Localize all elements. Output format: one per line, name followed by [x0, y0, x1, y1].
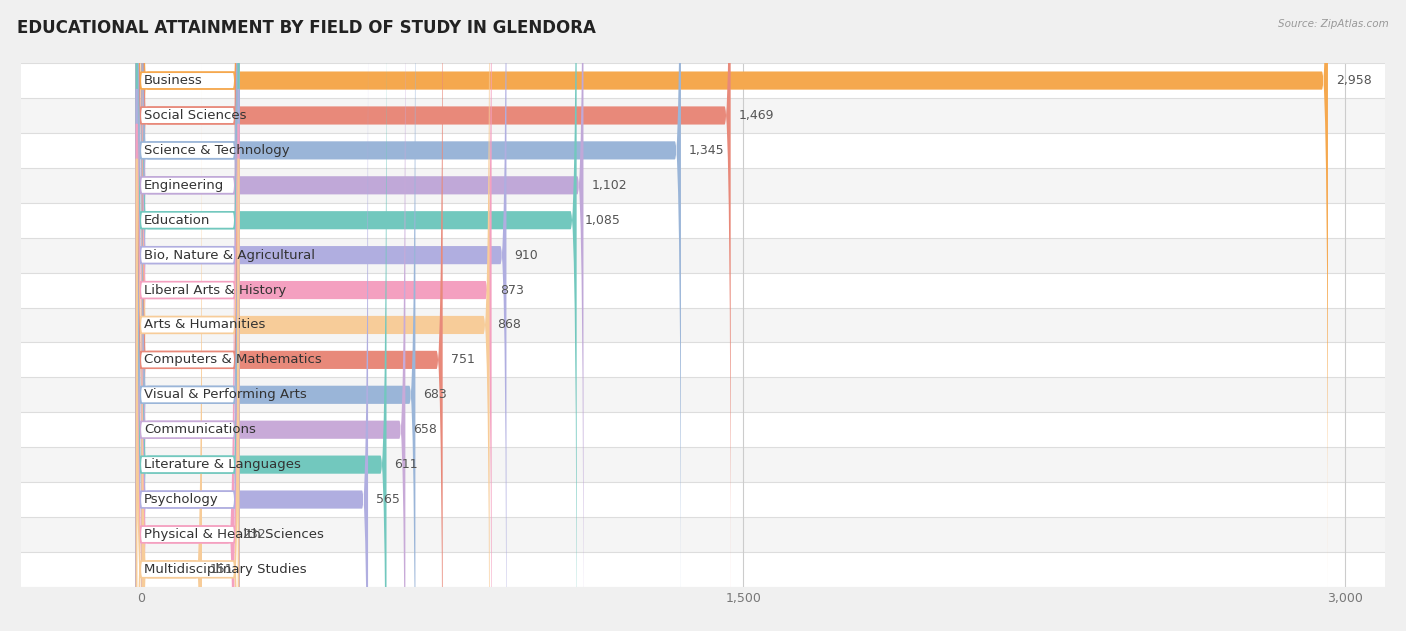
Text: 868: 868	[498, 319, 522, 331]
FancyBboxPatch shape	[136, 0, 239, 491]
Text: 232: 232	[242, 528, 266, 541]
FancyBboxPatch shape	[142, 0, 443, 631]
Text: Multidisciplinary Studies: Multidisciplinary Studies	[143, 563, 307, 576]
FancyBboxPatch shape	[136, 0, 239, 526]
Bar	[21, 412, 1385, 447]
FancyBboxPatch shape	[142, 0, 506, 631]
Bar	[21, 552, 1385, 587]
Text: Literature & Languages: Literature & Languages	[143, 458, 301, 471]
FancyBboxPatch shape	[136, 124, 239, 631]
Text: 1,469: 1,469	[738, 109, 775, 122]
FancyBboxPatch shape	[142, 0, 492, 631]
Text: 1,085: 1,085	[585, 214, 620, 227]
FancyBboxPatch shape	[136, 0, 239, 596]
FancyBboxPatch shape	[136, 0, 239, 631]
Text: Social Sciences: Social Sciences	[143, 109, 246, 122]
FancyBboxPatch shape	[142, 0, 576, 631]
FancyBboxPatch shape	[136, 89, 239, 631]
Bar	[21, 343, 1385, 377]
FancyBboxPatch shape	[142, 20, 235, 631]
Bar	[21, 203, 1385, 238]
Text: 565: 565	[375, 493, 399, 506]
Text: Business: Business	[143, 74, 202, 87]
Bar	[21, 273, 1385, 307]
FancyBboxPatch shape	[142, 0, 368, 631]
Bar	[21, 307, 1385, 343]
Bar	[21, 517, 1385, 552]
Text: Psychology: Psychology	[143, 493, 218, 506]
Text: Bio, Nature & Agricultural: Bio, Nature & Agricultural	[143, 249, 315, 262]
FancyBboxPatch shape	[136, 0, 239, 561]
FancyBboxPatch shape	[136, 0, 239, 631]
Text: 873: 873	[499, 283, 523, 297]
Text: 683: 683	[423, 388, 447, 401]
Text: 151: 151	[209, 563, 233, 576]
FancyBboxPatch shape	[136, 159, 239, 631]
Text: 658: 658	[413, 423, 437, 436]
FancyBboxPatch shape	[142, 0, 489, 631]
Bar	[21, 168, 1385, 203]
Bar	[21, 238, 1385, 273]
FancyBboxPatch shape	[142, 0, 1327, 595]
FancyBboxPatch shape	[142, 0, 415, 631]
Text: 751: 751	[451, 353, 475, 367]
FancyBboxPatch shape	[142, 0, 731, 630]
Text: EDUCATIONAL ATTAINMENT BY FIELD OF STUDY IN GLENDORA: EDUCATIONAL ATTAINMENT BY FIELD OF STUDY…	[17, 19, 596, 37]
Bar	[21, 133, 1385, 168]
FancyBboxPatch shape	[136, 0, 239, 631]
Text: Communications: Communications	[143, 423, 256, 436]
Text: Education: Education	[143, 214, 211, 227]
FancyBboxPatch shape	[136, 54, 239, 631]
FancyBboxPatch shape	[142, 0, 387, 631]
Text: Engineering: Engineering	[143, 179, 224, 192]
FancyBboxPatch shape	[136, 0, 239, 631]
FancyBboxPatch shape	[142, 55, 202, 631]
Text: 910: 910	[515, 249, 538, 262]
Text: Physical & Health Sciences: Physical & Health Sciences	[143, 528, 323, 541]
Text: Science & Technology: Science & Technology	[143, 144, 290, 157]
Bar	[21, 447, 1385, 482]
FancyBboxPatch shape	[136, 0, 239, 631]
Bar	[21, 482, 1385, 517]
Bar	[21, 98, 1385, 133]
FancyBboxPatch shape	[136, 0, 239, 631]
FancyBboxPatch shape	[136, 19, 239, 631]
Text: Liberal Arts & History: Liberal Arts & History	[143, 283, 285, 297]
FancyBboxPatch shape	[142, 0, 405, 631]
Text: 1,102: 1,102	[592, 179, 627, 192]
Text: Source: ZipAtlas.com: Source: ZipAtlas.com	[1278, 19, 1389, 29]
Text: Computers & Mathematics: Computers & Mathematics	[143, 353, 322, 367]
Bar	[21, 377, 1385, 412]
Bar	[21, 63, 1385, 98]
Text: 611: 611	[395, 458, 418, 471]
FancyBboxPatch shape	[142, 0, 583, 631]
Text: Arts & Humanities: Arts & Humanities	[143, 319, 266, 331]
Text: Visual & Performing Arts: Visual & Performing Arts	[143, 388, 307, 401]
FancyBboxPatch shape	[142, 0, 681, 631]
Text: 2,958: 2,958	[1336, 74, 1372, 87]
Text: 1,345: 1,345	[689, 144, 724, 157]
